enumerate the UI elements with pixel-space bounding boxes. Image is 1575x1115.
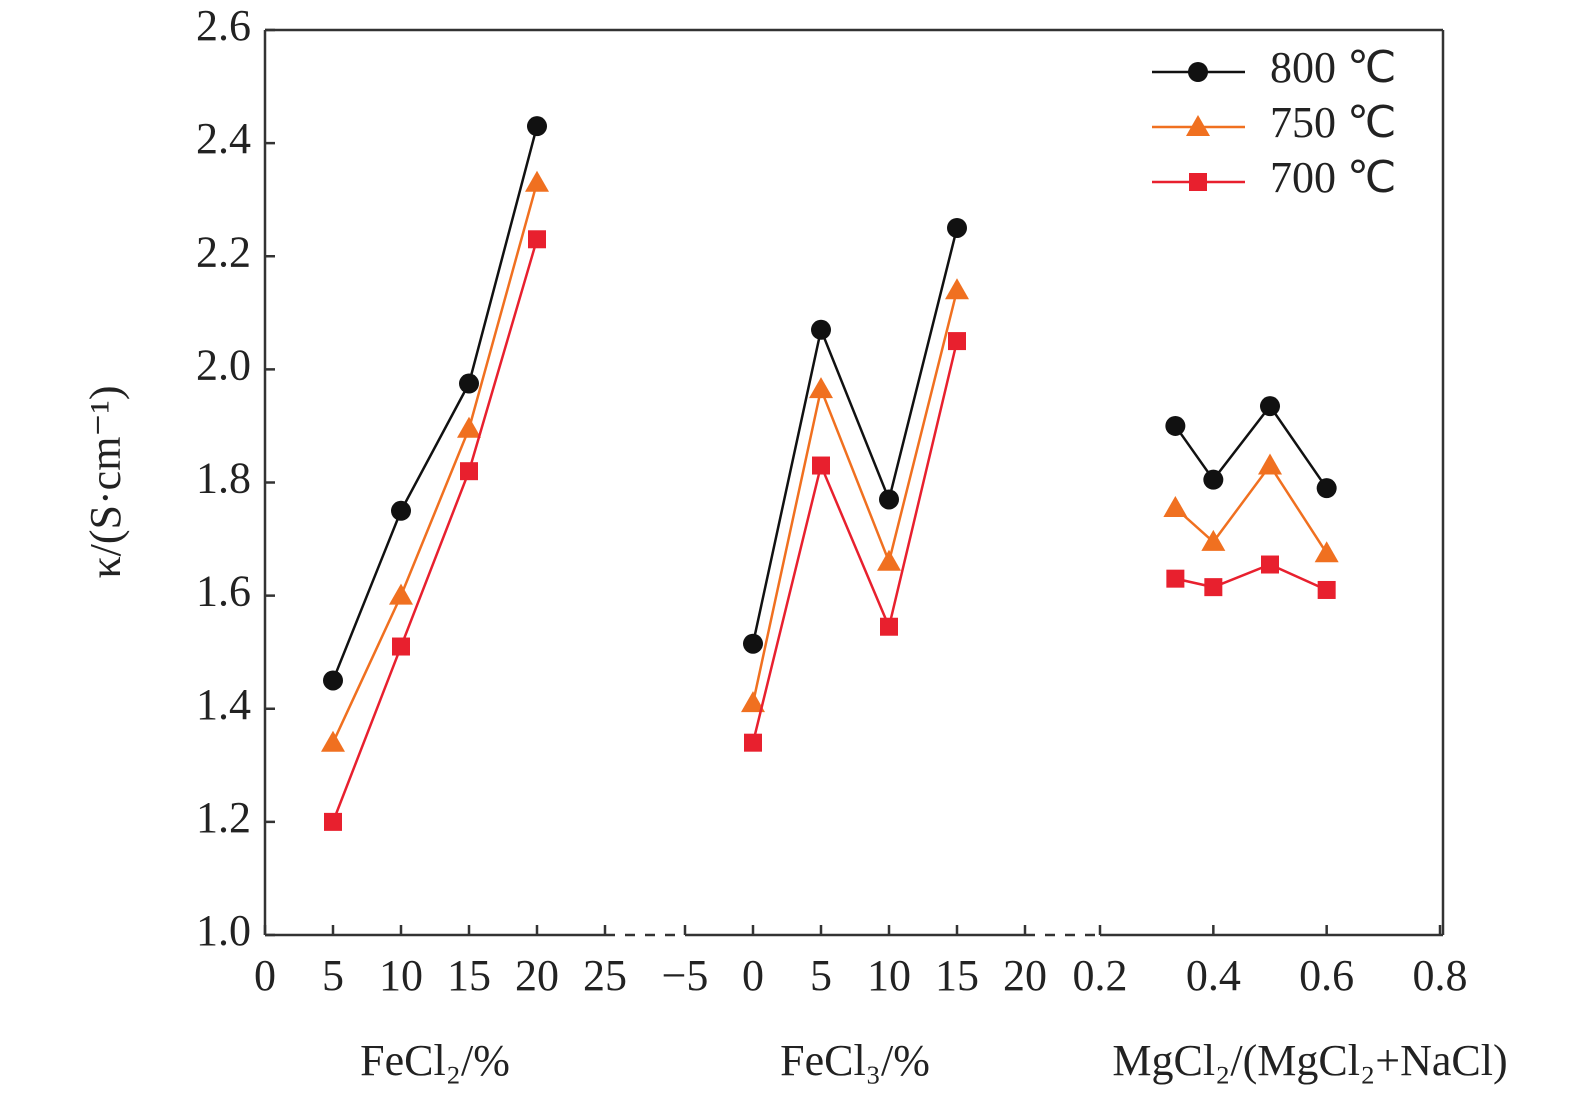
x-tick-label: 10 [379, 951, 423, 1000]
marker [877, 549, 901, 571]
marker [947, 217, 967, 238]
marker [741, 691, 765, 713]
x-tick-label: 0.4 [1186, 951, 1241, 1000]
y-tick-label: 1.6 [196, 567, 251, 616]
marker [948, 332, 966, 351]
marker [460, 462, 478, 481]
legend-label: 700 ℃ [1270, 153, 1396, 202]
series-line [751, 227, 959, 644]
x-tick-label: 5 [322, 951, 344, 1000]
x-tick-label: 25 [583, 951, 627, 1000]
marker [880, 617, 898, 636]
series-line [751, 289, 959, 704]
marker [1201, 529, 1226, 551]
marker [1204, 578, 1223, 597]
series-line [331, 182, 539, 744]
series-line [1174, 463, 1328, 554]
y-tick-label: 1.8 [196, 454, 251, 503]
x-axis-label: FeCl₂/% [360, 1036, 510, 1085]
marker [1258, 453, 1282, 475]
marker [457, 416, 481, 438]
y-axis-label: κ/(S·cm⁻¹) [81, 386, 130, 579]
marker [1317, 580, 1336, 599]
marker [1203, 469, 1224, 490]
marker [1165, 415, 1186, 436]
legend-label: 800 ℃ [1270, 43, 1396, 92]
marker [324, 812, 342, 831]
marker [744, 733, 762, 752]
marker [527, 116, 547, 137]
x-tick-label: 15 [447, 951, 491, 1000]
series-line [331, 238, 539, 823]
series-line [1175, 563, 1328, 592]
marker [1314, 541, 1339, 563]
marker [392, 637, 410, 656]
marker [1261, 555, 1279, 574]
x-tick-label: −5 [662, 951, 709, 1000]
marker [1163, 495, 1188, 517]
y-tick-label: 1.0 [196, 906, 251, 955]
marker [528, 230, 546, 249]
marker [321, 730, 345, 752]
x-tick-label: 15 [935, 951, 979, 1000]
y-tick-label: 2.6 [196, 1, 251, 50]
y-tick-label: 2.4 [196, 114, 251, 163]
marker [525, 170, 549, 192]
marker [459, 373, 479, 394]
x-axis-label: MgCl₂/(MgCl₂+NaCl) [1112, 1036, 1507, 1085]
marker [812, 456, 830, 475]
series-line [1174, 404, 1328, 489]
y-tick-label: 2.2 [196, 227, 251, 276]
series-line [751, 340, 959, 743]
legend-label: 750 ℃ [1270, 98, 1396, 147]
y-tick-label: 1.4 [196, 680, 251, 729]
x-tick-label: 20 [1003, 951, 1047, 1000]
series-line [331, 125, 539, 681]
x-tick-label: 0.8 [1413, 951, 1468, 1000]
x-tick-label: 0.6 [1299, 951, 1354, 1000]
marker [945, 278, 969, 300]
marker [743, 633, 763, 654]
marker [809, 377, 833, 399]
legend-marker [1189, 173, 1207, 191]
x-tick-label: 0.2 [1073, 951, 1128, 1000]
x-tick-label: 0 [254, 951, 276, 1000]
x-tick-label: 5 [810, 951, 832, 1000]
x-axis-label: FeCl₃/% [780, 1036, 930, 1085]
marker [1316, 478, 1337, 499]
x-tick-label: 20 [515, 951, 559, 1000]
marker [879, 489, 899, 510]
legend-marker [1188, 62, 1208, 82]
marker [811, 319, 831, 340]
marker [1260, 396, 1280, 417]
y-tick-label: 1.2 [196, 793, 251, 842]
y-tick-label: 2.0 [196, 340, 251, 389]
marker [389, 583, 413, 605]
marker [391, 500, 411, 521]
marker [323, 670, 343, 691]
marker [1166, 569, 1185, 588]
x-tick-label: 0 [742, 951, 764, 1000]
x-tick-label: 10 [867, 951, 911, 1000]
legend-marker [1186, 115, 1210, 136]
